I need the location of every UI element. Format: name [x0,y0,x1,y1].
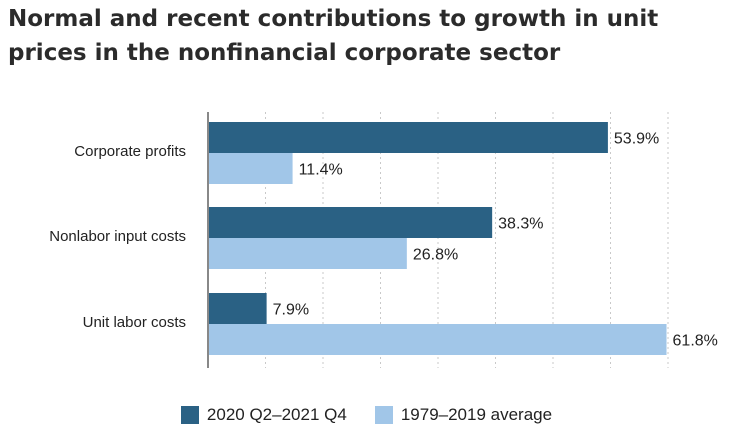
legend: 2020 Q2–2021 Q4 1979–2019 average [0,405,733,425]
data-label: 61.8% [673,333,718,350]
legend-swatch-average [374,406,393,424]
bar-average [208,153,293,184]
category-label: Nonlabor input costs [49,228,186,245]
data-label: 38.3% [498,216,543,233]
data-label: 26.8% [413,247,458,264]
legend-label-recent: 2020 Q2–2021 Q4 [206,405,347,424]
legend-item-recent: 2020 Q2–2021 Q4 [180,405,347,425]
legend-swatch-recent [180,406,199,424]
category-label: Unit labor costs [83,314,186,331]
data-label: 11.4% [299,162,343,179]
bar-recent [208,293,267,324]
data-label: 7.9% [273,302,309,319]
legend-label-average: 1979–2019 average [400,405,553,424]
legend-item-average: 1979–2019 average [374,405,553,425]
bar-recent [208,207,493,238]
bar-average [208,324,667,355]
category-label: Corporate profits [74,143,186,160]
data-label: 53.9% [614,131,659,148]
chart-title: Normal and recent contributions to growt… [8,6,659,66]
bar-chart: Corporate profits 53.9% 11.4% Nonlabor inpu… [49,112,718,368]
bar-average [208,238,407,269]
bar-recent [208,122,608,153]
